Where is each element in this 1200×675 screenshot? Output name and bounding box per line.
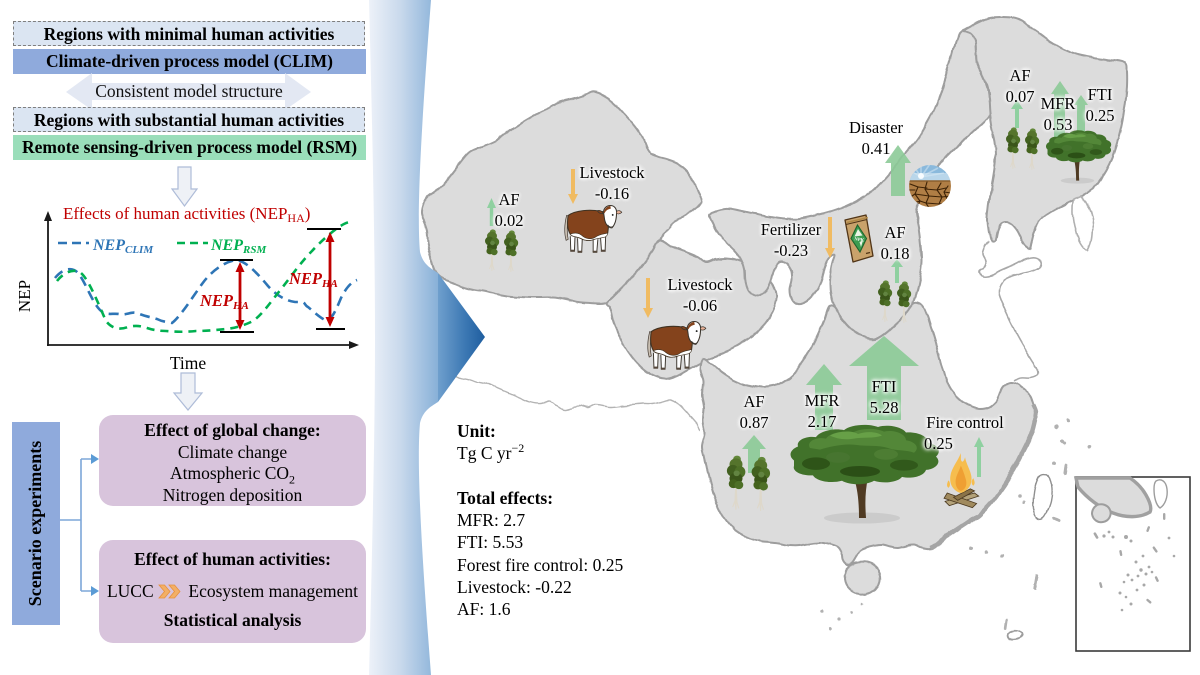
svg-text:NEPCLIM: NEPCLIM xyxy=(92,237,154,256)
svg-text:Time: Time xyxy=(170,353,207,373)
svg-text:NEP: NEP xyxy=(15,280,34,312)
svg-text:Effects of human activities (N: Effects of human activities (NEPHA) xyxy=(63,204,310,225)
svg-text:NEPHA: NEPHA xyxy=(199,291,249,312)
svg-text:NEPRSM: NEPRSM xyxy=(210,237,267,256)
